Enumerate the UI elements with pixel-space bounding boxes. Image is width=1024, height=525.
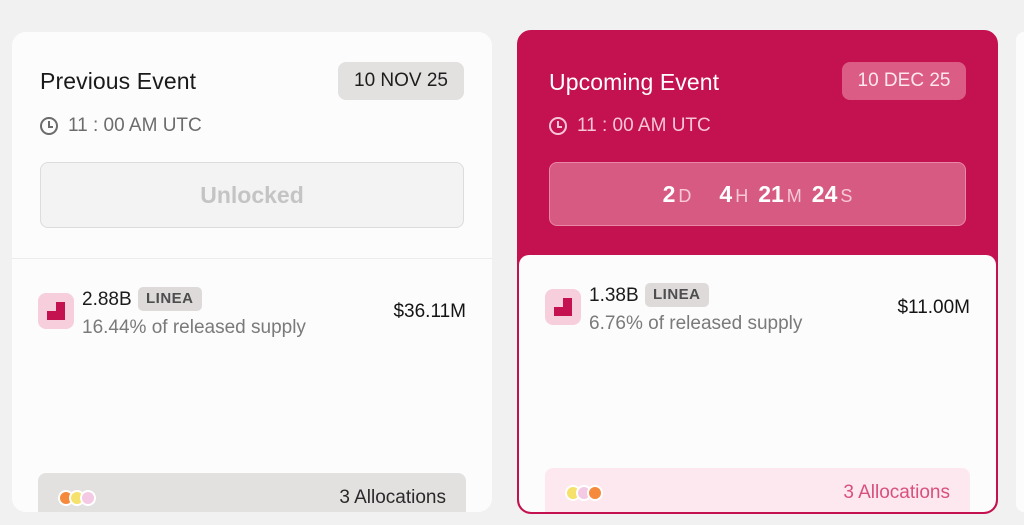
upcoming-token-row[interactable]: 1.38B LINEA 6.76% of released supply $11… — [545, 283, 970, 335]
previous-event-time: 11 : 00 AM UTC — [40, 114, 202, 138]
next-card-edge — [1016, 32, 1024, 512]
token-usd-value: $36.11M — [393, 301, 466, 322]
released-supply-share: 16.44% of released supply — [82, 317, 306, 338]
allocation-dot — [587, 485, 603, 501]
upcoming-event-time-label: 11 : 00 AM UTC — [577, 115, 711, 136]
upcoming-event-date-badge: 10 DEC 25 — [842, 62, 966, 100]
allocation-dot — [80, 490, 96, 506]
upcoming-allocations-button[interactable]: 3 Allocations — [545, 468, 970, 512]
upcoming-event-card[interactable]: Upcoming Event 10 DEC 25 11 : 00 AM UTC … — [517, 30, 998, 514]
allocations-label: 3 Allocations — [843, 482, 950, 503]
clock-icon — [40, 117, 58, 135]
allocation-dots-icon — [58, 490, 102, 506]
previous-event-header: Previous Event 10 NOV 25 11 : 00 AM UTC … — [12, 32, 492, 259]
released-supply-share: 6.76% of released supply — [589, 313, 803, 334]
previous-event-body: 2.88B LINEA 16.44% of released supply $3… — [12, 259, 492, 512]
previous-allocations-button[interactable]: 3 Allocations — [38, 473, 466, 512]
linea-logo-icon — [545, 289, 581, 325]
countdown-minutes: 21 M — [758, 180, 802, 207]
countdown-seconds: 24 S — [811, 180, 853, 207]
linea-logo-icon — [38, 293, 74, 329]
unlocked-status-button[interactable]: Unlocked — [40, 162, 464, 228]
upcoming-event-title: Upcoming Event — [549, 69, 720, 95]
token-usd-value: $11.00M — [897, 297, 970, 318]
token-amount: 1.38B — [589, 285, 639, 306]
upcoming-event-body: 1.38B LINEA 6.76% of released supply $11… — [519, 255, 996, 512]
clock-icon — [549, 117, 567, 135]
upcoming-event-time: 11 : 00 AM UTC — [549, 114, 711, 138]
allocation-dots-icon — [565, 485, 609, 501]
previous-event-time-label: 11 : 00 AM UTC — [68, 115, 202, 136]
token-symbol-badge: LINEA — [645, 283, 709, 307]
token-symbol-badge: LINEA — [138, 287, 202, 311]
previous-event-title: Previous Event — [40, 68, 197, 94]
token-amount: 2.88B — [82, 289, 132, 310]
previous-event-card[interactable]: Previous Event 10 NOV 25 11 : 00 AM UTC … — [12, 32, 492, 512]
upcoming-event-header: Upcoming Event 10 DEC 25 11 : 00 AM UTC … — [519, 32, 996, 259]
allocations-label: 3 Allocations — [339, 487, 446, 508]
previous-token-row[interactable]: 2.88B LINEA 16.44% of released supply $3… — [38, 287, 466, 339]
previous-event-date-badge: 10 NOV 25 — [338, 62, 464, 100]
